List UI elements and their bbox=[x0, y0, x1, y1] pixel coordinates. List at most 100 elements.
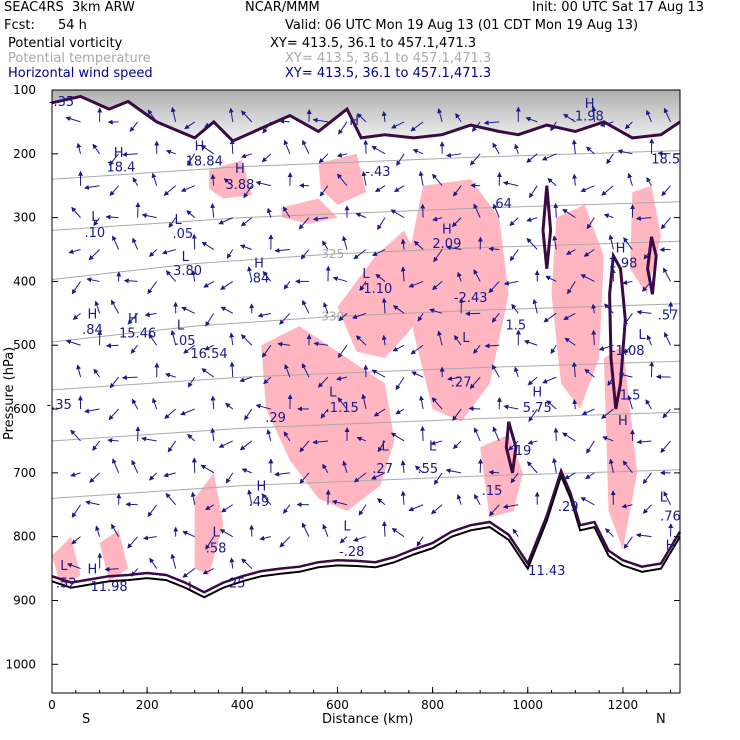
wind-vector bbox=[65, 339, 81, 346]
x-tick-label: 0 bbox=[48, 698, 56, 712]
wind-vector bbox=[563, 312, 576, 320]
wind-vector bbox=[68, 249, 81, 254]
wind-vector bbox=[662, 408, 671, 419]
pv-region-11 bbox=[52, 536, 81, 588]
wind-vector bbox=[205, 536, 215, 550]
wind-vector bbox=[607, 376, 614, 387]
pv-extremum-label: L bbox=[343, 519, 351, 534]
wind-vector bbox=[528, 408, 538, 422]
pv-extremum-label: 3.88 bbox=[225, 178, 254, 193]
pv-extremum-label: -.43 bbox=[365, 165, 390, 180]
pv-extremum-label: H bbox=[128, 312, 138, 327]
wind-vector bbox=[586, 440, 595, 454]
x-tick-label: 1200 bbox=[608, 698, 639, 712]
x-axis-title: Distance (km) bbox=[322, 712, 414, 727]
wind-vector bbox=[152, 397, 158, 410]
wind-vector bbox=[627, 172, 633, 186]
wind-vector bbox=[663, 107, 671, 123]
wind-vector bbox=[527, 439, 538, 445]
pv-extremum-label: L bbox=[381, 440, 389, 455]
y-tick-label: 900 bbox=[13, 593, 36, 607]
wind-vector bbox=[355, 335, 367, 346]
wind-vector bbox=[526, 461, 538, 474]
wind-vector bbox=[395, 376, 405, 391]
wind-vector bbox=[338, 121, 348, 135]
wind-vector bbox=[141, 213, 157, 219]
wind-vector bbox=[317, 376, 329, 388]
pv-extremum-label: -.35 bbox=[46, 398, 71, 413]
wind-vector bbox=[259, 535, 271, 541]
wind-vector bbox=[83, 184, 100, 190]
wind-vector bbox=[300, 249, 310, 260]
wind-vector bbox=[201, 241, 215, 250]
pv-region-10 bbox=[603, 345, 638, 550]
wind-vector bbox=[525, 116, 538, 123]
wind-vector bbox=[635, 532, 652, 538]
pv-extremum-label: L bbox=[660, 491, 668, 506]
wind-vector bbox=[336, 152, 348, 158]
wind-vector bbox=[332, 276, 348, 282]
wind-vector bbox=[130, 344, 139, 354]
pv-extremum-label: .05 bbox=[175, 334, 196, 349]
y-tick-label: 100 bbox=[13, 83, 36, 97]
wind-vector bbox=[187, 433, 196, 442]
wind-vector bbox=[393, 185, 405, 193]
pv-extremum-label: H bbox=[88, 307, 98, 322]
wind-vector bbox=[618, 372, 633, 378]
wind-vector bbox=[129, 121, 139, 133]
wind-vector bbox=[457, 271, 462, 282]
wind-vector bbox=[182, 568, 196, 578]
wind-vector bbox=[110, 299, 120, 314]
wind-vector bbox=[219, 529, 234, 538]
wind-vector bbox=[503, 404, 519, 410]
wind-vector bbox=[474, 493, 481, 506]
wind-vector bbox=[282, 504, 291, 514]
wind-vector bbox=[200, 144, 215, 155]
terrain-mask bbox=[52, 476, 680, 693]
wind-vector bbox=[191, 457, 197, 473]
wind-vector bbox=[257, 312, 271, 318]
wind-vector bbox=[492, 426, 500, 442]
wind-vector bbox=[583, 249, 595, 257]
wind-vector bbox=[608, 234, 614, 250]
wind-vector bbox=[567, 281, 576, 295]
wind-vector bbox=[210, 173, 216, 186]
wind-vector bbox=[284, 363, 291, 378]
wind-vector bbox=[93, 217, 100, 227]
wind-vector bbox=[585, 146, 595, 155]
wind-vector bbox=[591, 106, 597, 122]
wind-vector bbox=[353, 536, 367, 542]
wind-vector bbox=[274, 471, 290, 477]
wind-vector bbox=[112, 458, 120, 474]
wind-vector bbox=[400, 490, 406, 505]
wind-vector bbox=[121, 375, 138, 381]
wind-vector bbox=[225, 472, 234, 484]
wind-vector bbox=[255, 403, 271, 410]
wind-vector bbox=[358, 504, 367, 516]
wind-vector bbox=[183, 344, 196, 354]
wind-vector bbox=[72, 312, 81, 320]
wind-vector bbox=[376, 498, 386, 506]
wind-vector bbox=[526, 237, 538, 250]
wind-vector bbox=[523, 339, 538, 346]
x-tick-label: 800 bbox=[421, 698, 444, 712]
wind-vector bbox=[323, 302, 329, 314]
wind-vector bbox=[451, 217, 462, 228]
field-name-pv: Potential vorticity bbox=[8, 36, 123, 51]
wind-vector bbox=[416, 536, 424, 547]
pv-extremum-label: L bbox=[182, 250, 190, 265]
wind-vector bbox=[240, 334, 253, 346]
wind-vector bbox=[353, 472, 367, 483]
wind-vector bbox=[608, 458, 614, 473]
wind-vector bbox=[107, 437, 119, 443]
wind-vector bbox=[641, 281, 652, 292]
wind-vector bbox=[112, 235, 120, 250]
pv-extremum-label: .05 bbox=[172, 227, 193, 242]
wind-vector bbox=[445, 468, 462, 474]
wind-vector bbox=[282, 206, 291, 218]
wind-vector bbox=[243, 185, 253, 199]
wind-vector bbox=[585, 472, 595, 479]
pv-extremum-label: .1.98 bbox=[571, 110, 604, 125]
wind-vector bbox=[298, 217, 310, 230]
wind-vector bbox=[646, 334, 652, 346]
